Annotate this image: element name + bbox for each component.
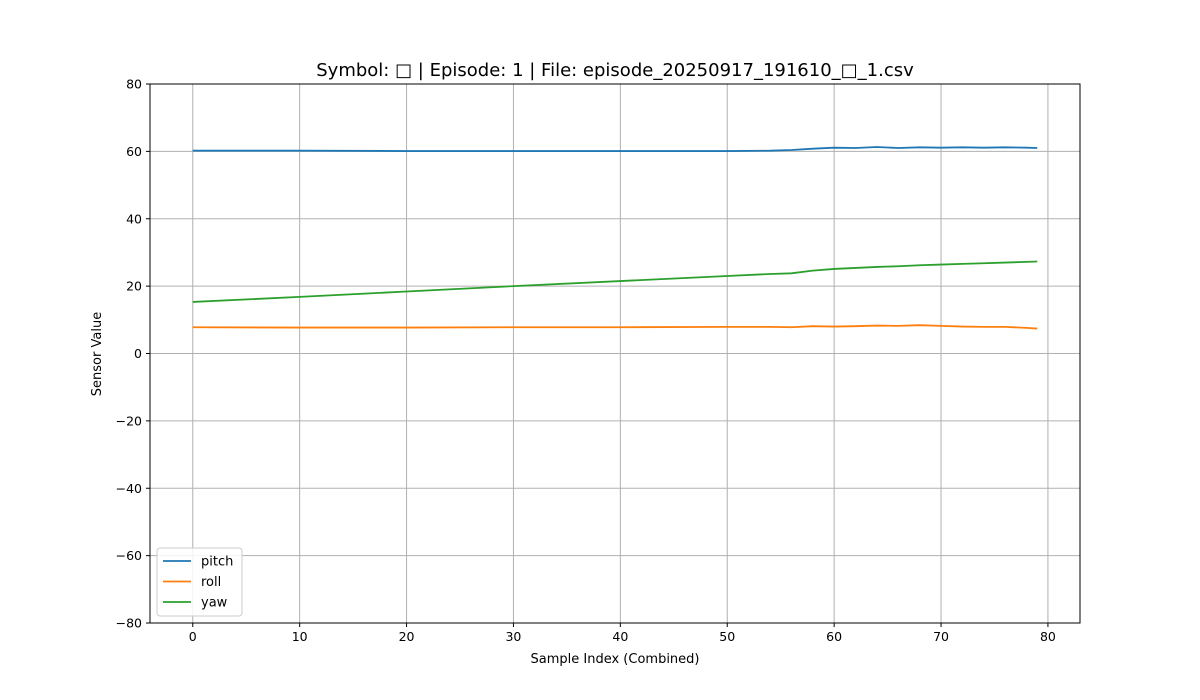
y-tick-label: −40 bbox=[116, 481, 142, 496]
x-tick-label: 40 bbox=[612, 629, 628, 644]
y-tick-label: 80 bbox=[126, 77, 142, 92]
x-tick-label: 60 bbox=[826, 629, 842, 644]
x-tick-label: 80 bbox=[1040, 629, 1056, 644]
x-axis-label: Sample Index (Combined) bbox=[531, 652, 700, 667]
y-tick-label: 60 bbox=[126, 144, 142, 159]
series-line-roll bbox=[192, 324, 1038, 330]
axis-ticks: 0 10 20 30 40 50 60 70 80 −80 −60 −40 −20 0 20 40 60 80 bbox=[116, 77, 1056, 645]
y-tick-label: 0 bbox=[134, 346, 142, 361]
x-tick-label: 30 bbox=[505, 629, 521, 644]
legend-label-pitch: pitch bbox=[201, 555, 233, 570]
legend: pitch roll yaw bbox=[156, 547, 243, 617]
y-tick-label: −60 bbox=[116, 548, 142, 563]
series-line-pitch bbox=[192, 146, 1038, 152]
x-tick-label: 20 bbox=[399, 629, 415, 644]
chart-title: Symbol: □ | Episode: 1 | File: episode_2… bbox=[316, 60, 914, 81]
legend-label-yaw: yaw bbox=[201, 596, 228, 611]
y-tick-label: −80 bbox=[116, 616, 142, 631]
x-tick-label: 0 bbox=[189, 629, 197, 644]
x-tick-label: 70 bbox=[933, 629, 949, 644]
series-lines bbox=[192, 146, 1038, 330]
series-line-yaw bbox=[192, 260, 1038, 303]
y-tick-label: 40 bbox=[126, 211, 142, 226]
y-tick-label: 20 bbox=[126, 279, 142, 294]
legend-box bbox=[156, 547, 243, 617]
x-tick-label: 10 bbox=[292, 629, 308, 644]
x-tick-label: 50 bbox=[719, 629, 735, 644]
legend-label-roll: roll bbox=[201, 575, 221, 590]
y-tick-label: −20 bbox=[116, 413, 142, 428]
y-axis-label: Sensor Value bbox=[90, 312, 105, 396]
